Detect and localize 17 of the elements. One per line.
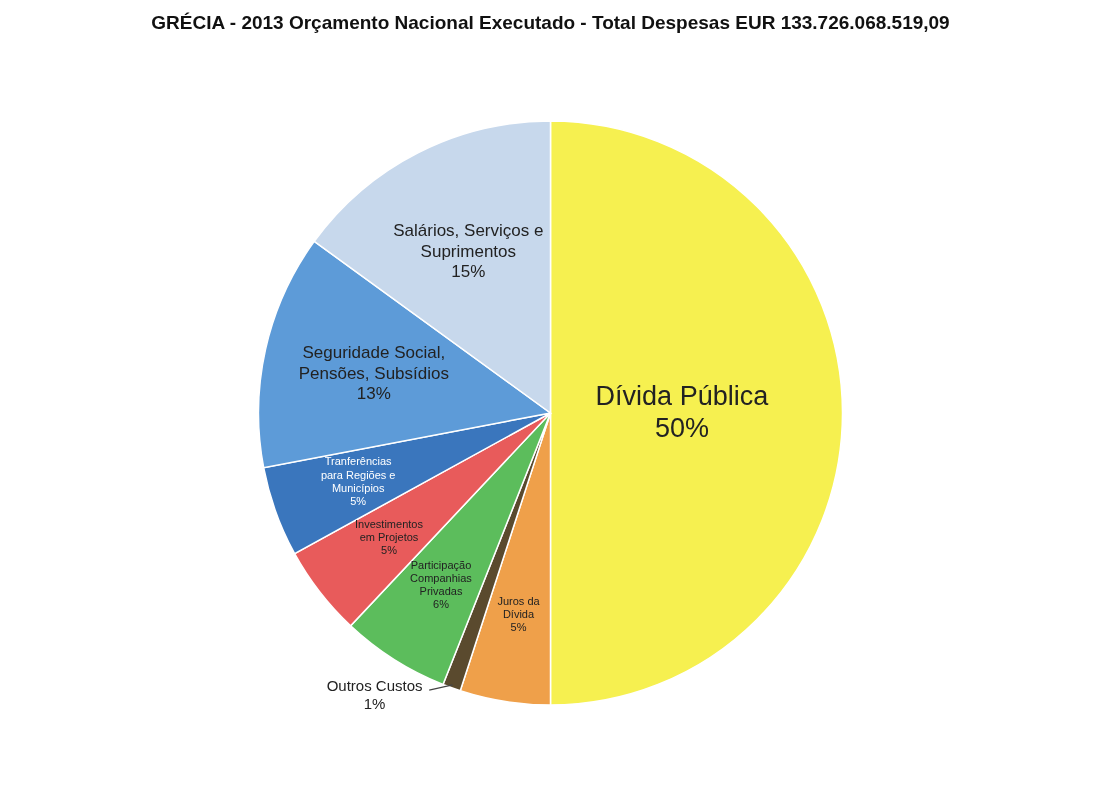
slice-label: Seguridade Social, Pensões, Subsídios — [298, 343, 449, 383]
data-label: 5% — [510, 621, 527, 634]
slice-label: Salários, Serviços e Suprimentos — [393, 221, 544, 261]
slice-label: Juros da Dívida — [497, 594, 541, 620]
chart-title: GRÉCIA - 2013 Orçamento Nacional Executado - Total Despesas EUR 133.726.068.519,09 — [151, 12, 950, 33]
slice-label: Outros Custos — [326, 676, 423, 694]
data-label: 5% — [350, 495, 367, 508]
data-label: 5% — [381, 544, 398, 557]
slice-label: Dívida Pública — [595, 380, 770, 411]
data-label: 6% — [433, 598, 450, 611]
slice-label: Investimentos em Projetos — [355, 518, 424, 544]
slice-label: Participação Companhias Privadas — [410, 558, 473, 598]
data-label: 15% — [451, 262, 486, 282]
data-label: 1% — [363, 694, 386, 712]
data-label: 13% — [356, 383, 391, 403]
data-label: 50% — [654, 413, 709, 444]
slice-label: Tranferências para Regiões e Municípios — [320, 455, 396, 494]
